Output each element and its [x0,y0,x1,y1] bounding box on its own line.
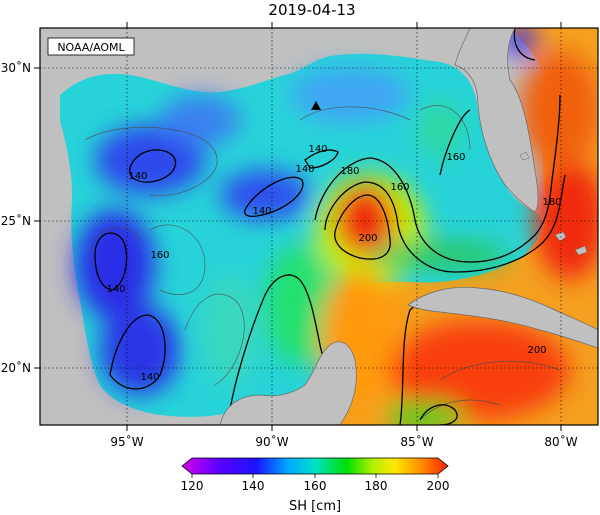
contour-label: 140 [308,144,327,155]
colorbar-ticks [191,474,439,478]
lon-tick-label: 90˚W [255,434,288,449]
contour-label: 160 [446,152,465,163]
colorbar-scale [181,457,449,475]
credit-box: NOAA/AOML [47,37,135,56]
map-frame [39,27,599,426]
gridlines [40,28,598,425]
contour-label: 140 [106,284,125,295]
lat-tick-label: 30˚N [1,60,31,75]
colorbar-tick-label: 180 [365,479,388,493]
colorbar: 120 140 160 180 200 SH [cm] [181,457,450,514]
colorbar-tick-label: 120 [181,479,204,493]
contour-label: 160 [390,182,409,193]
contour-label: 140 [252,206,271,217]
contour-label: 200 [527,345,546,356]
florida-land [454,28,539,213]
axis-ticks [34,22,562,431]
lon-tick-label: 80˚W [544,434,577,449]
chart-title: 2019-04-13 [268,1,355,19]
thin-contours [84,105,561,421]
contour-label: 180 [340,166,359,177]
colorbar-tick-label: 140 [242,479,265,493]
contour-label: 140 [128,171,147,182]
contour-label: 140 [295,164,314,175]
station-marker-icon [311,101,321,110]
colorbar-label: SH [cm] [289,499,341,514]
bahamas-land [519,151,588,256]
contour-label: 140 [140,372,159,383]
colorbar-tick-label: 160 [304,479,327,493]
contour-labels: 140 140 140 140 140 140 160 160 160 180 … [106,144,561,383]
lat-tick-label: 25˚N [1,213,31,228]
contour-label: 160 [150,250,169,261]
colorbar-tick-label: 200 [427,479,450,493]
contour-label: 180 [542,197,561,208]
yucatan-land [219,341,357,425]
lon-tick-label: 85˚W [400,434,433,449]
latitude-labels: 30˚N 25˚N 20˚N [1,60,31,375]
lon-tick-label: 95˚W [110,434,143,449]
contour-label: 200 [358,233,377,244]
longitude-labels: 95˚W 90˚W 85˚W 80˚W [110,434,577,449]
credit-text: NOAA/AOML [57,41,125,54]
lat-tick-label: 20˚N [1,360,31,375]
map-area: 140 140 140 140 140 140 160 160 160 180 … [40,28,598,425]
